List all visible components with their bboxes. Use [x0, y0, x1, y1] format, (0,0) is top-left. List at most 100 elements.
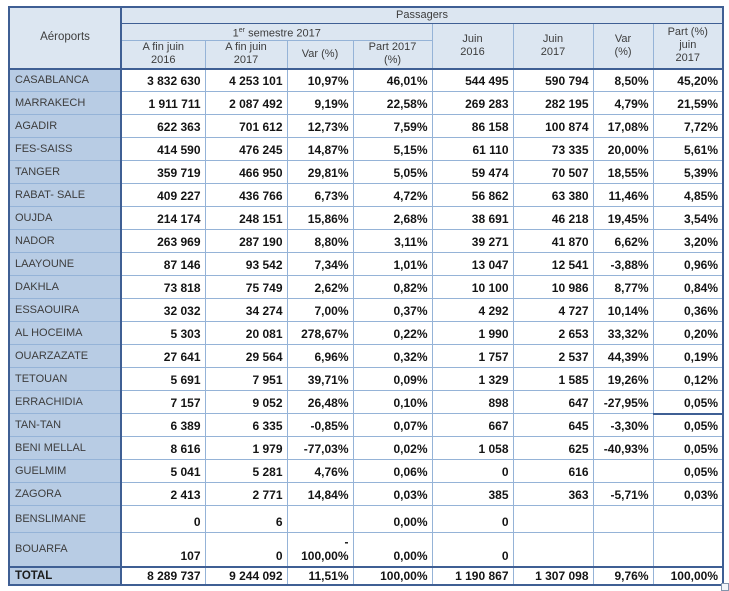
table-row: CASABLANCA 3 832 630 4 253 101 10,97% 46,01%…	[8, 68, 724, 93]
cell-part-juin: 0,03%	[652, 482, 724, 507]
total-label: TOTAL	[8, 565, 122, 586]
cell-var-juin	[592, 532, 654, 568]
cell-part2017: 2,68%	[352, 206, 433, 231]
cell-juin2016: 61 110	[431, 137, 514, 162]
cell-juin2017: 2 537	[512, 344, 594, 369]
cell-var-juin: 8,50%	[592, 68, 654, 93]
cell-fin2016: 5 691	[120, 367, 206, 392]
table-row: ESSAOUIRA 32 032 34 274 7,00% 0,37% 4 292 4 72…	[8, 298, 724, 323]
cell-fin2017: 476 245	[204, 137, 288, 162]
cell-fin2016: 359 719	[120, 160, 206, 185]
airport-name: DAKHLA	[8, 275, 122, 300]
cell-juin2016: 59 474	[431, 160, 514, 185]
table-row: ZAGORA 2 413 2 771 14,84% 0,03% 385 363 -5,71% 0…	[8, 482, 724, 507]
cell-juin2017	[512, 505, 594, 534]
cell-part2017: 0,10%	[352, 390, 433, 415]
cell-part-juin: 0,05%	[652, 390, 724, 415]
cell-var-sem: 10,97%	[286, 68, 354, 93]
cell-juin2016: 898	[431, 390, 514, 415]
cell-juin2017: 363	[512, 482, 594, 507]
cell-juin2016: 13 047	[431, 252, 514, 277]
cell-fin2017: 2 771	[204, 482, 288, 507]
cell-fin2017: 248 151	[204, 206, 288, 231]
cell-part-juin: 4,85%	[652, 183, 724, 208]
airport-name: ESSAOUIRA	[8, 298, 122, 323]
cell-var-sem: 4,76%	[286, 459, 354, 484]
cell-fin2017: 34 274	[204, 298, 288, 323]
cell-fin2017: 29 564	[204, 344, 288, 369]
airport-name: TETOUAN	[8, 367, 122, 392]
cell-var-juin: 18,55%	[592, 160, 654, 185]
table-header: Aéroports Passagers 1er semestre 2017 Ju…	[8, 6, 724, 70]
cell-part-juin: 0,20%	[652, 321, 724, 346]
cell-part-juin: 0,12%	[652, 367, 724, 392]
cell-part2017: 5,05%	[352, 160, 433, 185]
cell-part2017: 0,22%	[352, 321, 433, 346]
cell-var-sem	[286, 505, 354, 534]
cell-fin2017: 20 081	[204, 321, 288, 346]
cell-juin2017: 616	[512, 459, 594, 484]
cell-var-sem: 26,48%	[286, 390, 354, 415]
cell-juin2017: 645	[512, 413, 594, 438]
cell-var-sem: -0,85%	[286, 413, 354, 438]
table-row: BENI MELLAL 8 616 1 979 -77,03% 0,02% 1 058 62…	[8, 436, 724, 461]
cell-fin2017: 436 766	[204, 183, 288, 208]
total-row: TOTAL 8 289 737 9 244 092 11,51% 100,00% 1 19…	[8, 565, 724, 586]
airport-name: AL HOCEIMA	[8, 321, 122, 346]
cell-fin2016: 1 911 711	[120, 91, 206, 116]
passagers-group-header: Passagers	[120, 6, 724, 24]
cell-juin2017: 73 335	[512, 137, 594, 162]
cell-fin2016: 73 818	[120, 275, 206, 300]
table-row: OUJDA 214 174 248 151 15,86% 2,68% 38 691 46 2…	[8, 206, 724, 231]
cell-var-juin: 11,46%	[592, 183, 654, 208]
airport-name: ERRACHIDIA	[8, 390, 122, 415]
airport-name: NADOR	[8, 229, 122, 254]
cell-part-juin: 3,20%	[652, 229, 724, 254]
header-row-sub: A fin juin 2016 A fin juin 2017 Var (%) …	[9, 40, 723, 70]
cell-fin2017: 9 052	[204, 390, 288, 415]
cell-var-sem: 6,96%	[286, 344, 354, 369]
cell-fin2017: 6	[204, 505, 288, 534]
cell-fin2017: 2 087 492	[204, 91, 288, 116]
cell-var-juin: 9,76%	[592, 565, 654, 586]
airport-name: RABAT- SALE	[8, 183, 122, 208]
header-row-passagers: Aéroports Passagers	[8, 6, 724, 70]
cell-part-juin: 0,36%	[652, 298, 724, 323]
cell-part2017: 0,06%	[352, 459, 433, 484]
table-body: CASABLANCA 3 832 630 4 253 101 10,97% 46,01%…	[8, 68, 724, 568]
cell-var-sem: 2,62%	[286, 275, 354, 300]
cell-fin2017: 75 749	[204, 275, 288, 300]
cell-var-juin: 33,32%	[592, 321, 654, 346]
table-row: OUARZAZATE 27 641 29 564 6,96% 0,32% 1 757 2 5…	[8, 344, 724, 369]
cell-part-juin	[652, 505, 724, 534]
cell-fin2016: 6 389	[120, 413, 206, 438]
cell-var-sem: 8,80%	[286, 229, 354, 254]
cell-juin2016: 269 283	[431, 91, 514, 116]
cell-part-juin: 100,00%	[652, 565, 724, 586]
cell-fin2017: 93 542	[204, 252, 288, 277]
cell-juin2016: 0	[431, 505, 514, 534]
header-row-groups: 1er semestre 2017 Juin 2016 Juin 2017 Va…	[9, 22, 724, 70]
cell-var-sem: 39,71%	[286, 367, 354, 392]
cell-part2017: 0,09%	[352, 367, 433, 392]
table-row: TAN-TAN 6 389 6 335 -0,85% 0,07% 667 645 -3,30%…	[8, 413, 724, 438]
cell-juin2016: 667	[431, 413, 514, 438]
cell-part-juin: 45,20%	[652, 68, 724, 93]
cell-var-sem: 12,73%	[286, 114, 354, 139]
table-row: GUELMIM 5 041 5 281 4,76% 0,06% 0 616 0,05%	[8, 459, 724, 484]
cell-part2017: 100,00%	[352, 565, 433, 586]
cell-var-juin: 4,79%	[592, 91, 654, 116]
table-row: AL HOCEIMA 5 303 20 081 278,67% 0,22% 1 990 2 …	[8, 321, 724, 346]
cell-part-juin: 0,05%	[652, 413, 724, 438]
cell-juin2016: 1 058	[431, 436, 514, 461]
cell-juin2017: 100 874	[512, 114, 594, 139]
cell-fin2016: 263 969	[120, 229, 206, 254]
cell-part2017: 0,03%	[352, 482, 433, 507]
cell-fin2016: 622 363	[120, 114, 206, 139]
cell-fin2017: 701 612	[204, 114, 288, 139]
cell-fin2016: 214 174	[120, 206, 206, 231]
airport-name: LAAYOUNE	[8, 252, 122, 277]
cell-fin2016: 87 146	[120, 252, 206, 277]
cell-var-sem: 14,84%	[286, 482, 354, 507]
cell-fin2016: 2 413	[120, 482, 206, 507]
